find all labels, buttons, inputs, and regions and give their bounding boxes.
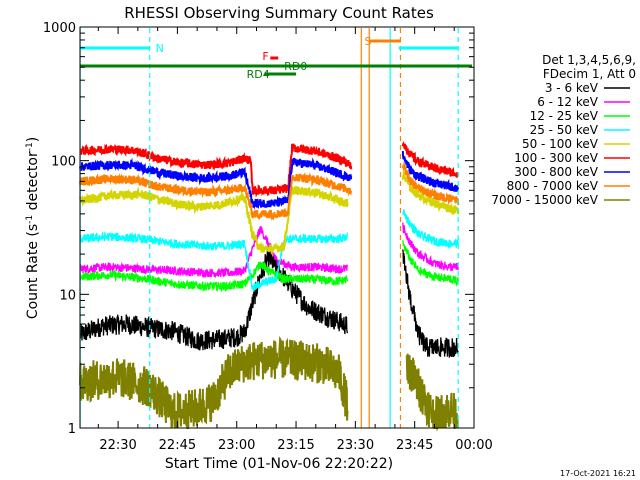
series-late-line-3: [402, 209, 459, 250]
y-tick-label: 10: [59, 288, 76, 303]
rd4-label: RD4: [247, 68, 270, 81]
y-tick-label: 1: [68, 422, 76, 437]
plot-border: [79, 26, 475, 429]
flare-label: F: [262, 50, 268, 63]
series-line-3-6-kev: [79, 248, 349, 351]
render-timestamp: 17-Oct-2021 16:21: [560, 469, 636, 478]
y-axis-label-main: Count Rate (s: [25, 224, 41, 319]
x-tick-label: 23:30: [337, 438, 374, 453]
series-late-line-6: [401, 151, 460, 192]
legend: Det 1,3,4,5,6,9, FDecim 1, Att 0 3 - 6 k…: [491, 53, 636, 207]
series-late-line-1: [402, 222, 459, 272]
series-line-12-25-kev: [79, 261, 349, 293]
series-late-line-4: [401, 167, 460, 216]
y-axis-label-mid: detector: [25, 151, 41, 215]
series-line-6-12-kev: [79, 226, 349, 279]
series-line-800-7000-kev: [79, 171, 353, 221]
y-axis-label: Count Rate (s-1 detector-1): [25, 137, 41, 319]
y-axis-label-sup2: -1: [25, 142, 35, 151]
legend-header-2: FDecim 1, Att 0: [543, 67, 636, 81]
y-tick-label: 100: [51, 155, 76, 170]
svg-text:Count Rate (s-1 detector-1): Count Rate (s-1 detector-1): [25, 137, 41, 319]
legend-entry-label: 6 - 12 keV: [537, 95, 599, 109]
legend-entry-label: 800 - 7000 keV: [507, 179, 599, 193]
legend-entry-label: 100 - 300 keV: [514, 151, 598, 165]
x-tick-label: 23:45: [396, 438, 433, 453]
plot-frame: 22:30 22:45 23:00 23:15 23:30 23:45 00:00 1 10 10…: [43, 21, 493, 453]
legend-entry-label: 50 - 100 keV: [522, 137, 599, 151]
x-tick-label: 23:15: [277, 438, 314, 453]
series-line-300-800-kev: [79, 157, 353, 210]
legend-entry-label: 25 - 50 keV: [530, 123, 599, 137]
x-tick-label: 00:00: [455, 438, 492, 453]
series-late-line-7: [401, 161, 460, 206]
y-axis-label-sup1: -1: [25, 215, 35, 224]
x-tick-label: 22:45: [159, 438, 196, 453]
legend-entry-label: 7000 - 15000 keV: [491, 193, 598, 207]
series-late-line-8: [405, 353, 459, 432]
y-tick-label: 1000: [43, 21, 76, 36]
plot-area: N S F RD0 RD4: [79, 28, 472, 432]
series-line-50-100-kev: [79, 185, 349, 257]
x-tick-label: 22:30: [99, 438, 136, 453]
series-line-25-50-kev: [79, 230, 349, 292]
chart-title: RHESSI Observing Summary Count Rates: [124, 4, 434, 22]
legend-entry-label: 12 - 25 keV: [530, 109, 599, 123]
series-late-line-0: [402, 249, 459, 358]
y-axis-label-end: ): [25, 137, 41, 142]
x-axis-label: Start Time (01-Nov-06 22:20:22): [165, 456, 393, 472]
legend-header-1: Det 1,3,4,5,6,9,: [542, 53, 636, 67]
legend-entry-label: 3 - 6 keV: [545, 81, 599, 95]
night-label-0: N: [156, 42, 164, 55]
series-late-line-5: [401, 141, 459, 178]
rd0-label: RD0: [284, 60, 307, 73]
series-late-line-2: [402, 240, 459, 287]
legend-entry-label: 300 - 800 keV: [514, 165, 598, 179]
series-line-7000-15000-kev: [79, 335, 349, 429]
series-line-100-300-kev: [79, 143, 353, 198]
x-tick-label: 23:00: [218, 438, 255, 453]
saa-label: S: [364, 35, 371, 48]
